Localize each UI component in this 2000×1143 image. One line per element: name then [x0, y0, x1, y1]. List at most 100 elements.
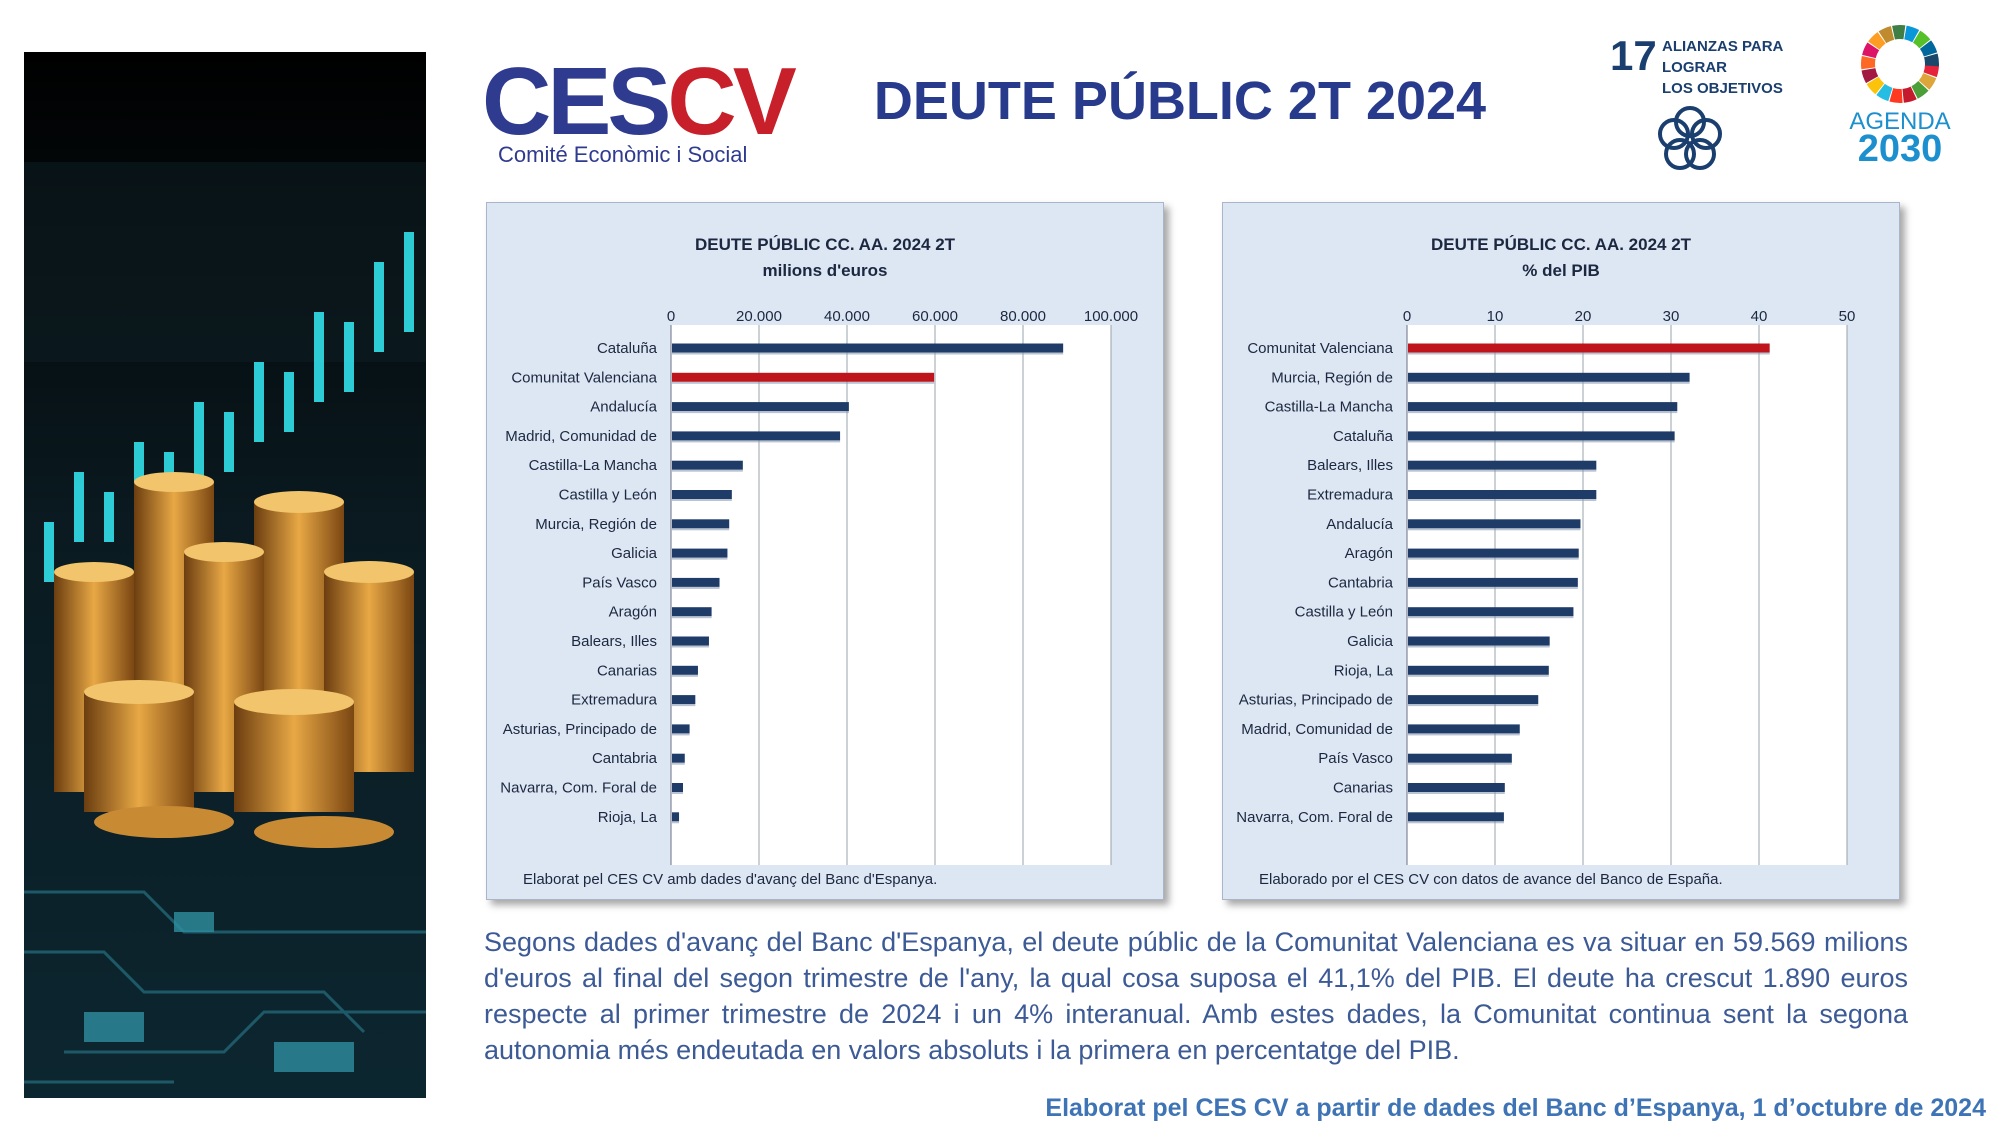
page-title: DEUTE PÚBLIC 2T 2024: [873, 71, 1487, 131]
bar-shadow: [1408, 645, 1550, 648]
bar: [672, 636, 709, 646]
bar-shadow: [1408, 733, 1520, 736]
bar-shadow: [672, 352, 1064, 355]
category-label: Cataluña: [1333, 428, 1394, 445]
category-label: País Vasco: [582, 574, 657, 591]
category-label: Asturias, Principado de: [1239, 692, 1393, 709]
category-label: Cantabria: [1328, 574, 1394, 591]
x-tick-label: 40.000: [824, 308, 870, 325]
bar-shadow: [1408, 821, 1504, 824]
category-label: Asturias, Principado de: [503, 721, 657, 738]
x-tick-label: 60.000: [912, 308, 958, 325]
bar-shadow: [672, 557, 728, 560]
bar: [1408, 460, 1597, 470]
bar: [672, 695, 696, 705]
bar-shadow: [672, 821, 680, 824]
bar-shadow: [1408, 674, 1549, 677]
agenda-2030-logo: AGENDA 2030: [1840, 24, 1960, 174]
category-label: Rioja, La: [598, 809, 658, 826]
chart-source: Elaborat pel CES CV amb dades d'avanç de…: [523, 871, 938, 888]
agenda-year: 2030: [1857, 128, 1943, 170]
bar: [672, 577, 720, 587]
bar-shadow: [672, 704, 696, 707]
plot-area: [1407, 325, 1847, 865]
x-tick-label: 20: [1575, 308, 1592, 325]
bar: [1408, 695, 1539, 705]
bar: [672, 665, 698, 675]
sdg-wheel-icon: [1861, 25, 1939, 103]
category-label: Canarias: [1333, 780, 1393, 797]
partnership-flower-icon: [1658, 106, 1722, 170]
footer-credit: Elaborat pel CES CV a partir de dades de…: [1045, 1094, 1986, 1122]
x-tick-label: 80.000: [1000, 308, 1046, 325]
x-tick-label: 10: [1487, 308, 1504, 325]
sdg17-number: 17: [1610, 32, 1657, 79]
category-label: Aragón: [609, 604, 657, 621]
bar: [1408, 548, 1579, 558]
bar: [1408, 343, 1770, 353]
agenda-label: AGENDA: [1849, 108, 1951, 135]
bar: [1408, 402, 1678, 412]
sdg17-text: ALIANZAS PARA LOGRAR LOS OBJETIVOS: [1662, 36, 1783, 99]
category-label: Comunitat Valenciana: [1247, 340, 1393, 357]
sdg17-line: ALIANZAS PARA: [1662, 38, 1784, 55]
bar: [672, 548, 728, 558]
bar: [1408, 724, 1520, 734]
logo-part-cv: CV: [667, 48, 796, 155]
category-label: Canarias: [597, 662, 657, 679]
category-label: Extremadura: [571, 692, 658, 709]
bar: [1408, 431, 1675, 441]
category-label: Castilla-La Mancha: [1265, 399, 1394, 416]
category-label: Castilla-La Mancha: [529, 457, 658, 474]
bar-shadow: [1408, 586, 1578, 589]
logo-part-ces: CES: [482, 48, 671, 155]
bar-shadow: [1408, 762, 1512, 765]
bar: [672, 783, 683, 792]
x-tick-label: 0: [667, 308, 675, 325]
chart-subtitle: % del PIB: [1522, 261, 1600, 280]
bar: [672, 372, 935, 382]
bar: [1408, 636, 1550, 646]
bar-shadow: [1408, 352, 1770, 355]
bar-shadow: [672, 440, 841, 443]
bar-shadow: [672, 674, 698, 677]
cescv-logo: CESCV Comité Econòmic i Social: [482, 52, 797, 172]
category-label: Murcia, Región de: [535, 516, 657, 533]
chart-pib-plot: 0 10 20 30 40 50 Comunitat Valenciana Murcia, R…: [1236, 308, 1856, 865]
category-label: Aragón: [1345, 545, 1393, 562]
bar-shadow: [1408, 381, 1690, 384]
bar: [1408, 372, 1690, 382]
x-tick-label: 50: [1839, 308, 1856, 325]
plot-area: [671, 325, 1111, 865]
sdg17-line: LOS OBJETIVOS: [1662, 80, 1783, 97]
category-label: Extremadura: [1307, 487, 1394, 504]
bar: [672, 724, 690, 734]
category-label: Rioja, La: [1334, 662, 1394, 679]
bar: [1408, 783, 1505, 792]
bar-shadow: [1408, 792, 1505, 794]
bar-shadow: [672, 616, 712, 619]
chart-panel-pib: 0 10 20 30 40 50 Comunitat Valenciana Murcia, R…: [1222, 202, 1900, 900]
category-label: Madrid, Comunidad de: [505, 428, 657, 445]
logo-wordmark: CESCV: [482, 52, 797, 152]
bar: [672, 812, 680, 822]
bar: [1408, 577, 1578, 587]
bar: [1408, 812, 1504, 822]
chart-source: Elaborado por el CES CV con datos de ava…: [1259, 871, 1723, 888]
chart-subtitle: milions d'euros: [762, 261, 888, 280]
bar: [1408, 519, 1581, 529]
category-label: Balears, Illes: [571, 633, 657, 650]
bar-shadow: [672, 528, 730, 531]
bar-shadow: [1408, 440, 1675, 443]
category-label: Galicia: [1347, 633, 1394, 650]
category-label: Comunitat Valenciana: [511, 369, 657, 386]
bar-shadow: [1408, 469, 1597, 472]
summary-paragraph: Segons dades d'avanç del Banc d'Espanya,…: [484, 927, 1908, 1065]
bar-shadow: [1408, 557, 1579, 560]
bar-shadow: [1408, 528, 1581, 531]
category-label: Castilla y León: [1295, 604, 1393, 621]
bar: [672, 343, 1064, 353]
x-tick-label: 30: [1663, 308, 1680, 325]
category-label: Madrid, Comunidad de: [1241, 721, 1393, 738]
bar: [1408, 753, 1512, 763]
